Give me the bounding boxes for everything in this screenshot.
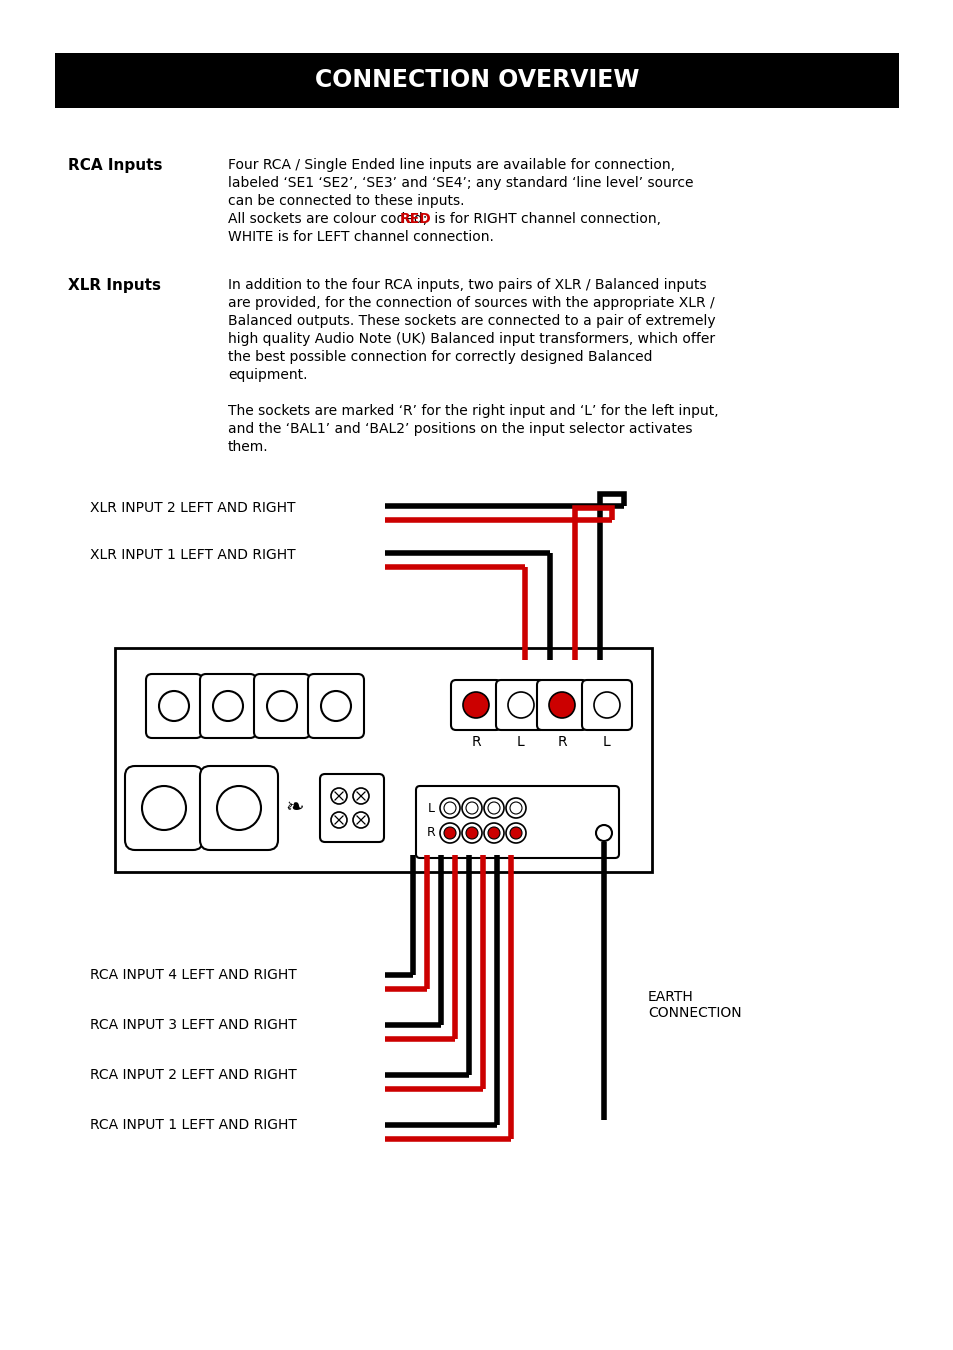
- Circle shape: [461, 824, 481, 842]
- Text: WHITE is for LEFT channel connection.: WHITE is for LEFT channel connection.: [228, 230, 494, 244]
- Circle shape: [353, 811, 369, 828]
- Text: and the ‘BAL1’ and ‘BAL2’ positions on the input selector activates: and the ‘BAL1’ and ‘BAL2’ positions on t…: [228, 423, 692, 436]
- Circle shape: [353, 788, 369, 805]
- Circle shape: [443, 828, 456, 838]
- FancyBboxPatch shape: [125, 765, 203, 850]
- Text: XLR INPUT 1 LEFT AND RIGHT: XLR INPUT 1 LEFT AND RIGHT: [90, 548, 295, 562]
- Text: the best possible connection for correctly designed Balanced: the best possible connection for correct…: [228, 350, 652, 365]
- Text: RCA Inputs: RCA Inputs: [68, 158, 162, 173]
- Text: them.: them.: [228, 440, 269, 454]
- Circle shape: [465, 828, 477, 838]
- Text: In addition to the four RCA inputs, two pairs of XLR / Balanced inputs: In addition to the four RCA inputs, two …: [228, 278, 706, 292]
- Circle shape: [548, 693, 575, 718]
- FancyBboxPatch shape: [200, 674, 255, 738]
- Text: is for RIGHT channel connection,: is for RIGHT channel connection,: [430, 212, 660, 225]
- Bar: [115, 648, 651, 872]
- FancyBboxPatch shape: [308, 674, 364, 738]
- Text: can be connected to these inputs.: can be connected to these inputs.: [228, 194, 464, 208]
- Text: RCA INPUT 1 LEFT AND RIGHT: RCA INPUT 1 LEFT AND RIGHT: [90, 1118, 296, 1133]
- FancyBboxPatch shape: [319, 774, 384, 842]
- Text: R: R: [471, 734, 480, 749]
- Text: L: L: [517, 734, 524, 749]
- Text: R: R: [557, 734, 566, 749]
- Circle shape: [142, 786, 186, 830]
- Circle shape: [510, 802, 521, 814]
- Circle shape: [505, 798, 525, 818]
- Circle shape: [596, 825, 612, 841]
- Circle shape: [213, 691, 243, 721]
- Text: CONNECTION OVERVIEW: CONNECTION OVERVIEW: [314, 68, 639, 92]
- Circle shape: [331, 811, 347, 828]
- Text: R: R: [426, 826, 435, 840]
- Text: XLR INPUT 2 LEFT AND RIGHT: XLR INPUT 2 LEFT AND RIGHT: [90, 501, 295, 514]
- Circle shape: [488, 828, 499, 838]
- Circle shape: [439, 798, 459, 818]
- Text: The sockets are marked ‘R’ for the right input and ‘L’ for the left input,: The sockets are marked ‘R’ for the right…: [228, 404, 718, 418]
- Circle shape: [594, 693, 619, 718]
- Text: RCA INPUT 4 LEFT AND RIGHT: RCA INPUT 4 LEFT AND RIGHT: [90, 968, 296, 981]
- Bar: [55, 53, 898, 108]
- Circle shape: [267, 691, 296, 721]
- Text: RCA INPUT 3 LEFT AND RIGHT: RCA INPUT 3 LEFT AND RIGHT: [90, 1018, 296, 1031]
- FancyBboxPatch shape: [416, 786, 618, 859]
- Circle shape: [443, 802, 456, 814]
- Text: All sockets are colour coded;: All sockets are colour coded;: [228, 212, 432, 225]
- FancyBboxPatch shape: [496, 680, 545, 730]
- Circle shape: [462, 693, 489, 718]
- FancyBboxPatch shape: [253, 674, 310, 738]
- Text: ❧: ❧: [285, 798, 304, 818]
- Text: Four RCA / Single Ended line inputs are available for connection,: Four RCA / Single Ended line inputs are …: [228, 158, 675, 171]
- Circle shape: [320, 691, 351, 721]
- Text: are provided, for the connection of sources with the appropriate XLR /: are provided, for the connection of sour…: [228, 296, 714, 310]
- Text: L: L: [427, 802, 434, 814]
- Circle shape: [507, 693, 534, 718]
- Text: RED: RED: [399, 212, 432, 225]
- Text: EARTH
CONNECTION: EARTH CONNECTION: [647, 990, 740, 1021]
- Text: L: L: [602, 734, 610, 749]
- Circle shape: [461, 798, 481, 818]
- Text: labeled ‘SE1 ‘SE2’, ‘SE3’ and ‘SE4’; any standard ‘line level’ source: labeled ‘SE1 ‘SE2’, ‘SE3’ and ‘SE4’; any…: [228, 176, 693, 190]
- Circle shape: [331, 788, 347, 805]
- Circle shape: [505, 824, 525, 842]
- FancyBboxPatch shape: [451, 680, 500, 730]
- Circle shape: [465, 802, 477, 814]
- Circle shape: [488, 802, 499, 814]
- Circle shape: [483, 824, 503, 842]
- FancyBboxPatch shape: [581, 680, 631, 730]
- Text: high quality Audio Note (UK) Balanced input transformers, which offer: high quality Audio Note (UK) Balanced in…: [228, 332, 715, 346]
- Circle shape: [216, 786, 261, 830]
- Text: equipment.: equipment.: [228, 369, 307, 382]
- Circle shape: [159, 691, 189, 721]
- Text: XLR Inputs: XLR Inputs: [68, 278, 161, 293]
- Circle shape: [483, 798, 503, 818]
- Text: RCA INPUT 2 LEFT AND RIGHT: RCA INPUT 2 LEFT AND RIGHT: [90, 1068, 296, 1081]
- Text: Balanced outputs. These sockets are connected to a pair of extremely: Balanced outputs. These sockets are conn…: [228, 315, 715, 328]
- FancyBboxPatch shape: [537, 680, 586, 730]
- FancyBboxPatch shape: [146, 674, 202, 738]
- Circle shape: [439, 824, 459, 842]
- FancyBboxPatch shape: [200, 765, 277, 850]
- Circle shape: [510, 828, 521, 838]
